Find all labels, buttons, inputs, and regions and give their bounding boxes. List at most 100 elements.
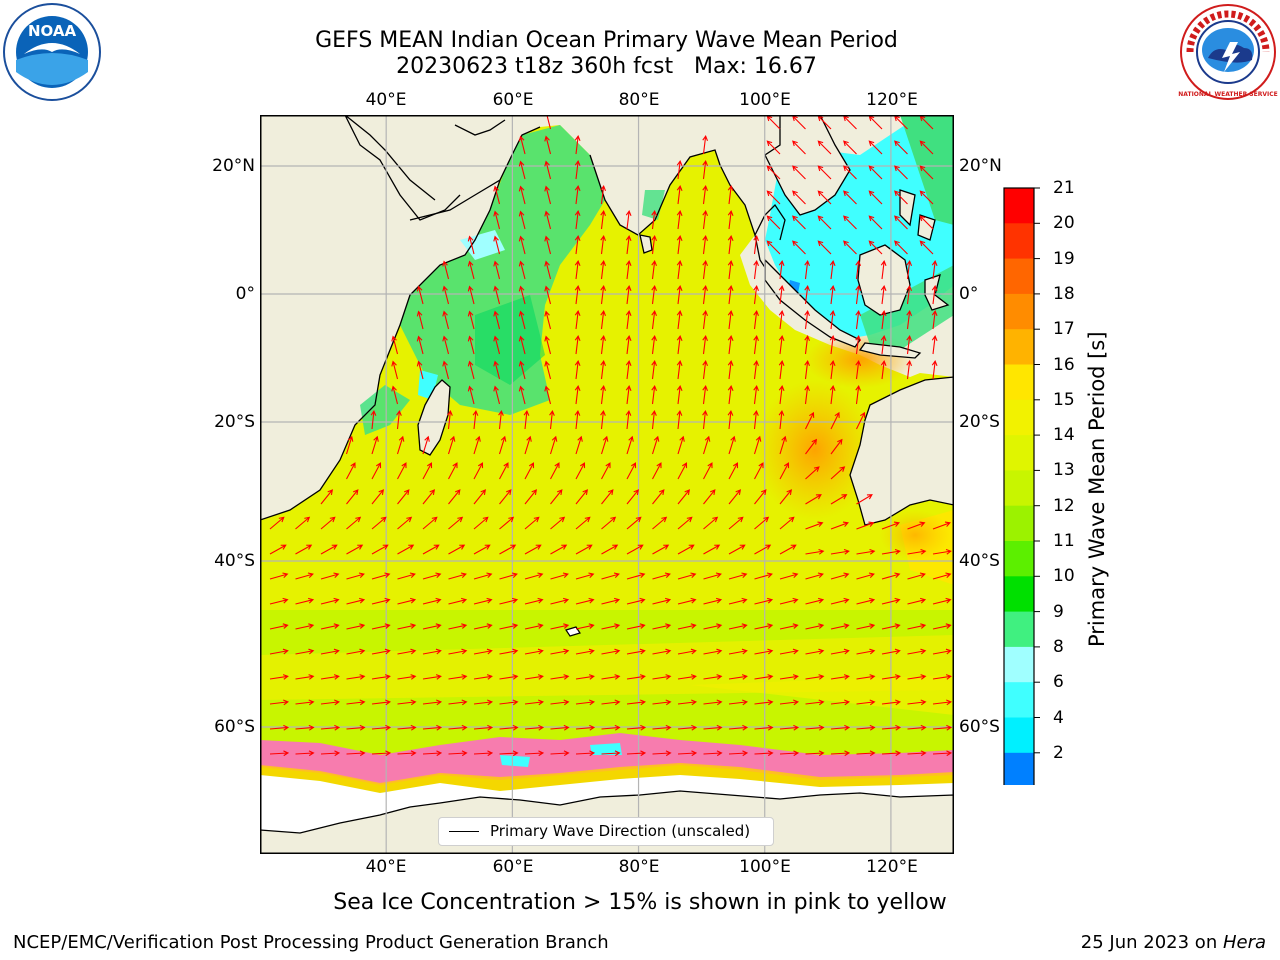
wave-arrow [473, 699, 494, 706]
wave-arrow [651, 234, 658, 255]
wave-arrow [766, 190, 781, 205]
wave-arrow [550, 724, 570, 731]
wave-arrow [856, 411, 866, 430]
wave-arrow [868, 215, 883, 230]
wave-arrow [919, 165, 934, 180]
wave-arrow [524, 544, 542, 555]
wave-arrow [727, 409, 734, 430]
wave-arrow [779, 597, 799, 605]
colorbar-tick-label: 10 [1053, 566, 1075, 587]
wave-arrow [703, 674, 723, 680]
wave-arrow [473, 462, 484, 480]
wave-arrow [805, 750, 825, 757]
wave-arrow [493, 335, 501, 355]
wave-arrow [601, 648, 621, 655]
wave-arrow [320, 544, 338, 555]
wave-arrow [856, 724, 876, 731]
wave-arrow [467, 235, 475, 255]
wave-arrow [448, 699, 468, 706]
wave-arrow [881, 724, 902, 731]
wave-arrow [524, 623, 544, 630]
colorbar-tick-label: 2 [1053, 742, 1064, 763]
wave-arrow [448, 462, 458, 480]
wave-arrow [499, 648, 519, 655]
noaa-logo-text: NOAA [28, 22, 77, 40]
wave-arrow [550, 699, 570, 706]
wave-arrow [703, 623, 723, 630]
wave-arrow [346, 572, 365, 580]
wave-arrow [830, 572, 850, 580]
wave-arrow [269, 544, 287, 555]
cyan-patch-arabian [460, 230, 505, 260]
wave-arrow [855, 284, 862, 305]
wave-arrow [544, 260, 552, 280]
colorbar-swatches [1003, 187, 1040, 820]
wave-arrow [931, 259, 938, 280]
wave-arrow [499, 489, 512, 505]
wave-arrow [702, 184, 709, 205]
wave-arrow [754, 516, 770, 530]
colorbar-swatch [1004, 505, 1034, 542]
wave-arrow [625, 359, 632, 380]
wave-arrow [856, 597, 876, 605]
wave-arrow [906, 284, 913, 305]
wave-arrow [320, 489, 334, 505]
wave-arrow [855, 384, 862, 405]
wave-arrow [766, 240, 781, 255]
wave-arrow [575, 750, 596, 757]
coastline-indochina [764, 115, 851, 216]
wave-arrow [574, 134, 581, 155]
lat-label-left-0: 0° [235, 284, 255, 304]
wave-arrow [829, 334, 836, 355]
wave-arrow [779, 699, 800, 706]
wave-arrow [856, 623, 876, 630]
wave-arrow [677, 544, 695, 555]
wave-arrow [728, 462, 739, 480]
wave-arrow [493, 310, 501, 330]
wave-arrow [677, 435, 685, 455]
wave-arrow [805, 438, 818, 455]
wave-arrow [931, 309, 938, 330]
wave-arrow [544, 185, 552, 205]
wave-arrow [906, 334, 913, 355]
wave-arrow [320, 572, 340, 580]
wave-arrow [676, 159, 683, 180]
wave-arrow [778, 334, 785, 355]
wave-arrow [894, 165, 908, 180]
wave-arrow [779, 572, 799, 580]
wave-arrow [499, 544, 517, 555]
wave-arrow [625, 209, 632, 230]
wave-arrow [868, 165, 883, 180]
wave-arrow [600, 384, 607, 405]
wave-arrow [702, 259, 709, 280]
wave-arrow [524, 572, 544, 580]
wave-arrow [728, 750, 749, 757]
colorbar-tick-label: 18 [1053, 283, 1075, 304]
wave-arrow [422, 648, 442, 655]
map-title-line1: GEFS MEAN Indian Ocean Primary Wave Mean… [315, 28, 898, 53]
wave-arrow [467, 360, 475, 380]
wave-arrow [677, 674, 697, 680]
wave-arrow [498, 409, 504, 430]
wave-arrow [931, 359, 938, 380]
wave-arrow [804, 259, 811, 280]
wave-arrow [518, 260, 526, 280]
wave-arrow [728, 724, 749, 731]
wave-arrow [677, 724, 698, 731]
wave-arrow [574, 409, 581, 430]
wave-arrow [524, 674, 544, 680]
wave-arrow [626, 435, 634, 455]
wave-arrow [727, 234, 734, 255]
wave-arrow [544, 285, 552, 305]
wave-arrow [575, 699, 596, 706]
wave-arrow [499, 699, 519, 706]
wave-arrow [932, 597, 952, 605]
wave-arrow [448, 648, 468, 655]
wave-arrow [804, 334, 811, 355]
coastline-red-sea [344, 115, 461, 221]
wave-arrow [703, 544, 721, 555]
colorbar-tick-label: 15 [1053, 389, 1075, 410]
wave-arrow [829, 359, 836, 380]
coastline-sumatra [764, 258, 861, 348]
wave-arrow [906, 309, 913, 330]
